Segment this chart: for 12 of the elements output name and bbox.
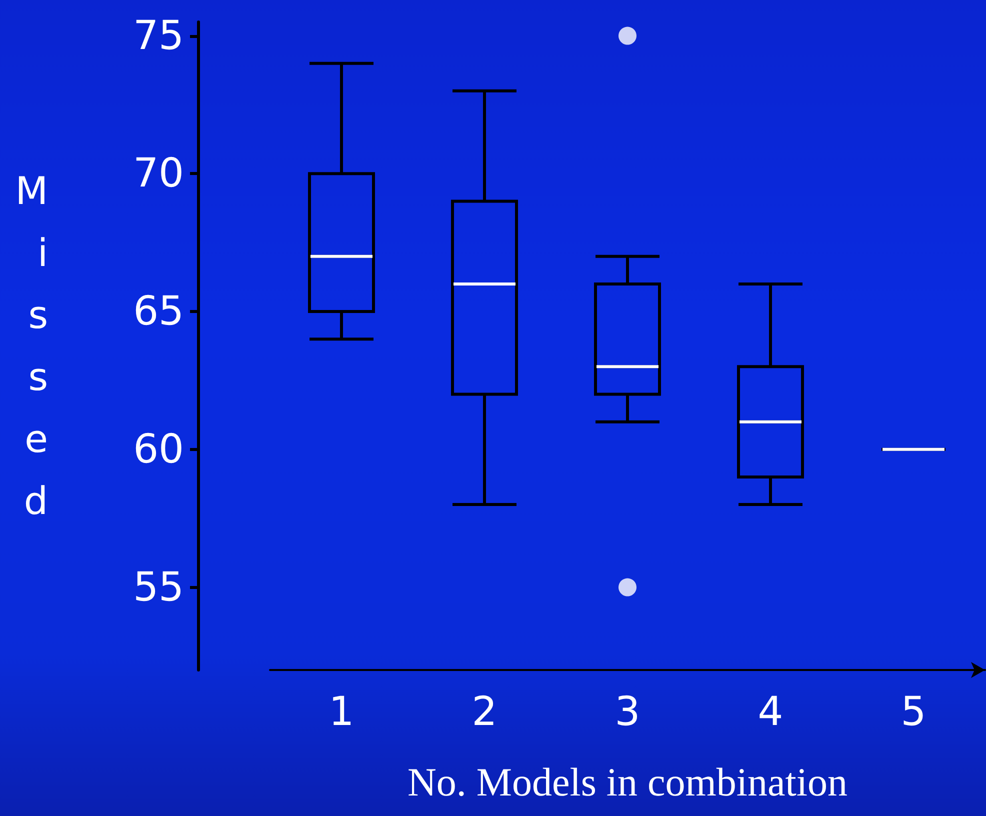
y-tick-label: 75 <box>133 12 184 59</box>
y-tick-label: 60 <box>133 426 184 472</box>
x-tick-label: 3 <box>614 689 640 735</box>
y-tick-label: 65 <box>133 288 184 335</box>
x-tick-label: 4 <box>758 689 784 735</box>
y-tick-label: 70 <box>133 150 184 197</box>
x-tick-label: 1 <box>328 689 354 735</box>
y-axis-title: Missed <box>15 169 48 523</box>
x-tick-label: 5 <box>900 689 926 735</box>
x-tick-label: 2 <box>472 689 498 735</box>
y-tick-label: 55 <box>133 564 184 610</box>
x-axis-title: No. Models in combination <box>408 760 848 804</box>
